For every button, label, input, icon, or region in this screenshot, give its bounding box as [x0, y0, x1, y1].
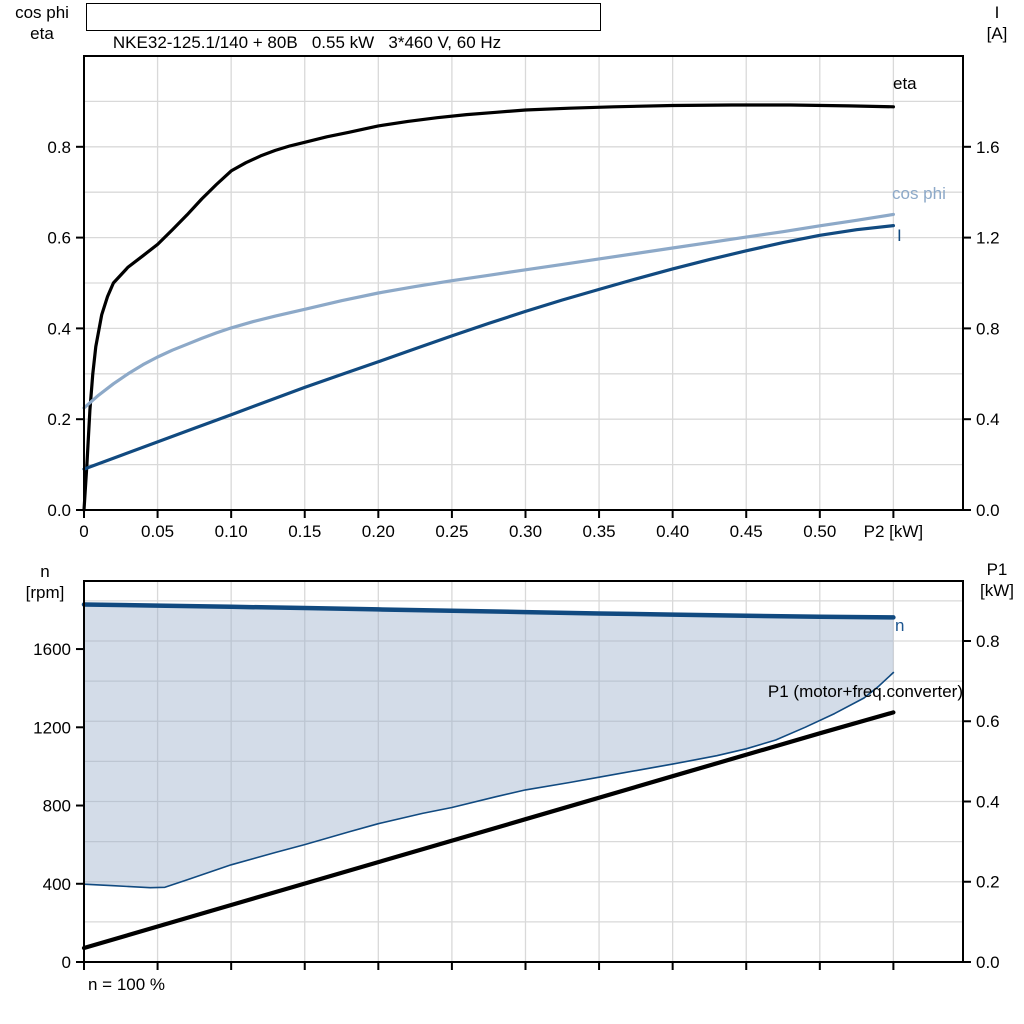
x-tick-label: 0.40: [656, 522, 689, 541]
title-box: NKE32-125.1/140 + 80B 0.55 kW 3*460 V, 6…: [86, 3, 601, 52]
x-tick-label: 0.25: [435, 522, 468, 541]
y-right-tick-label: 0.4: [976, 410, 1000, 429]
y-right-tick-label: 0.0: [976, 501, 1000, 520]
curve-i: [82, 224, 895, 471]
speed-range-area: [84, 604, 894, 888]
x-tick-label: 0.05: [141, 522, 174, 541]
y-left-tick-label: 0.2: [47, 410, 71, 429]
axis-title-eta: eta: [30, 24, 54, 43]
curve-eta: [82, 103, 895, 512]
legend-current: I: [897, 226, 902, 245]
y-right-tick-label: 0.0: [976, 953, 1000, 972]
axis-title-cos-phi: cos phi: [15, 3, 69, 22]
y-right-tick-label: 0.2: [976, 873, 1000, 892]
x-tick-label: 0.35: [583, 522, 616, 541]
axis-title-current-unit: [A]: [986, 24, 1008, 43]
top-right-axis-title: I [A]: [972, 2, 1022, 44]
top-chart: 0 0.05 0.10 0.15 0.20 0.25 0.30 0.35 0.40 0.45 0.5…: [47, 55, 1000, 541]
curve-n: [81, 602, 896, 620]
plot-border: [83, 55, 964, 511]
p1-curve-annotation: P1 (motor+freq.converter): [767, 682, 963, 701]
y-left-tick-label: 0.0: [47, 501, 71, 520]
x-tick-label: 0.15: [288, 522, 321, 541]
y-left-tick-label: 0.8: [47, 138, 71, 157]
x-tick-label: 0.50: [803, 522, 836, 541]
legend-cos-phi: cos phi: [892, 184, 946, 203]
y-left-tick-label: 400: [43, 875, 71, 894]
y-right-tick-label: 0.6: [976, 712, 1000, 731]
axis-title-p1-unit: [kW]: [980, 581, 1014, 600]
curve-p1-motor-freq-converter-: [81, 710, 896, 951]
legend-speed: n: [895, 616, 905, 635]
bottom-chart: 0 400 800 1200 1600 0.0 0.2 0.4 0.6 0.8: [33, 580, 1000, 972]
axis-title-speed: n: [40, 562, 50, 581]
y-left-tick-label: 0: [62, 953, 71, 972]
y-right-tick-label: 1.2: [976, 229, 1000, 248]
x-tick-label: 0.45: [730, 522, 763, 541]
curve-cos-phi: [82, 212, 895, 410]
axis-title-p1: P1: [986, 560, 1008, 579]
bottom-right-axis-title: P1 [kW]: [972, 559, 1022, 601]
y-left-tick-label: 0.6: [47, 229, 71, 248]
speed-footnote: n = 100 %: [88, 975, 166, 994]
curve-n-min: [83, 671, 895, 889]
y-right-tick-label: 0.8: [976, 319, 1000, 338]
x-tick-label: P2 [kW]: [864, 522, 924, 541]
x-tick-label: 0.10: [215, 522, 248, 541]
axis-title-current: I: [994, 3, 1000, 22]
top-left-axis-title: cos phi eta: [4, 2, 80, 44]
y-right-tick-label: 0.8: [976, 632, 1000, 651]
y-left-tick-label: 0.4: [47, 319, 71, 338]
y-right-tick-label: 1.6: [976, 138, 1000, 157]
y-left-tick-label: 1200: [33, 718, 71, 737]
legend-eta: eta: [893, 74, 917, 93]
plot-border: [83, 580, 964, 963]
y-left-tick-label: 800: [43, 797, 71, 816]
x-tick-label: 0: [79, 522, 88, 541]
y-right-tick-label: 0.4: [976, 792, 1000, 811]
axis-title-speed-unit: [rpm]: [25, 583, 65, 602]
y-left-tick-label: 1600: [33, 640, 71, 659]
x-tick-label: 0.20: [362, 522, 395, 541]
x-tick-label: 0.30: [509, 522, 542, 541]
chart-title: NKE32-125.1/140 + 80B 0.55 kW 3*460 V, 6…: [112, 33, 502, 52]
bottom-left-axis-title: n [rpm]: [12, 561, 78, 603]
